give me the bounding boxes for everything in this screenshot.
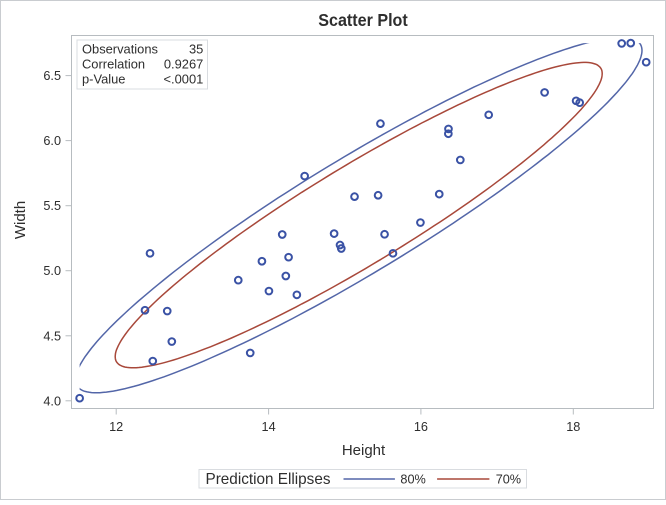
svg-text:70%: 70% <box>496 473 521 487</box>
svg-text:12: 12 <box>109 420 123 434</box>
svg-text:0.9267: 0.9267 <box>164 56 203 71</box>
svg-text:35: 35 <box>189 41 203 56</box>
svg-text:Correlation: Correlation <box>82 56 145 71</box>
svg-text:Scatter Plot: Scatter Plot <box>318 10 408 30</box>
svg-text:Prediction Ellipses: Prediction Ellipses <box>206 471 331 488</box>
svg-text:p-Value: p-Value <box>82 71 125 86</box>
svg-text:14: 14 <box>262 420 276 434</box>
svg-text:6.5: 6.5 <box>43 69 61 83</box>
svg-text:6.0: 6.0 <box>43 134 61 148</box>
svg-text:<.0001: <.0001 <box>164 71 204 86</box>
svg-text:18: 18 <box>566 420 580 434</box>
svg-text:Observations: Observations <box>82 41 158 56</box>
svg-text:4.5: 4.5 <box>43 329 61 343</box>
svg-text:16: 16 <box>414 420 428 434</box>
svg-text:80%: 80% <box>400 473 425 487</box>
svg-text:5.0: 5.0 <box>43 264 61 278</box>
svg-text:Height: Height <box>342 442 386 459</box>
svg-text:4.0: 4.0 <box>43 394 61 408</box>
svg-text:5.5: 5.5 <box>43 199 61 213</box>
svg-text:Width: Width <box>12 201 29 239</box>
